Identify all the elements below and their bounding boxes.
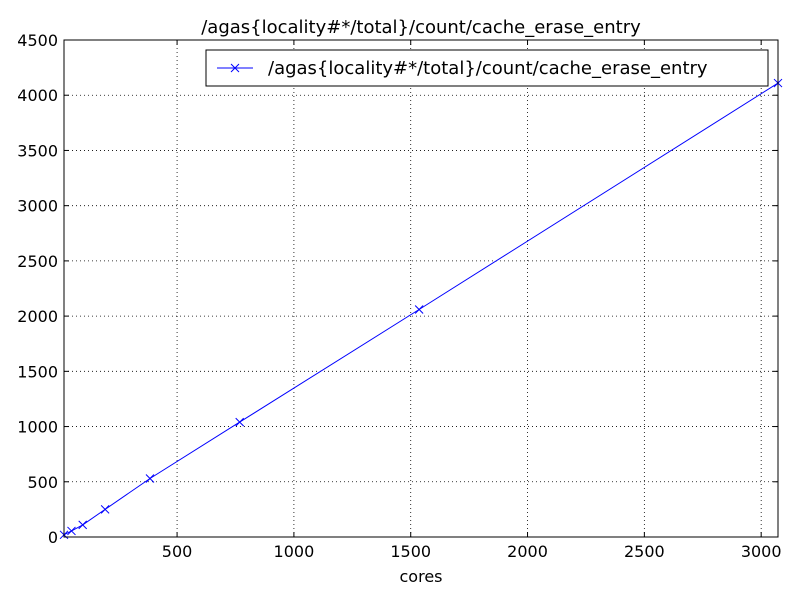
x-tick-label: 2000 xyxy=(507,542,548,561)
plot-frame xyxy=(63,39,779,538)
y-tick-label: 3000 xyxy=(17,197,58,216)
chart-title: /agas{locality#*/total}/count/cache_eras… xyxy=(201,17,641,38)
y-tick-label: 1500 xyxy=(17,362,58,381)
y-tick-label: 4500 xyxy=(17,31,58,50)
x-tick-label: 1500 xyxy=(390,542,431,561)
data-point-marker xyxy=(78,520,88,530)
legend-entry-label: /agas{locality#*/total}/count/cache_eras… xyxy=(268,58,708,79)
series-layer xyxy=(59,78,783,540)
x-tick-label: 500 xyxy=(162,542,193,561)
x-tick-label: 1000 xyxy=(274,542,315,561)
y-tick-label: 3500 xyxy=(17,141,58,160)
data-point-marker xyxy=(67,526,76,536)
x-axis: 500 1000 1500 2000 2500 3000 xyxy=(162,40,782,561)
y-axis: 0 500 1000 1500 2000 2500 3000 3500 4000 4500 xyxy=(17,31,778,547)
y-tick-label: 2500 xyxy=(17,252,58,271)
grid-lines xyxy=(64,40,778,537)
data-point-marker xyxy=(145,474,155,483)
legend-marker-x-icon xyxy=(230,63,240,73)
y-tick-label: 500 xyxy=(27,473,58,492)
y-tick-label: 2000 xyxy=(17,307,58,326)
x-tick-label: 3000 xyxy=(741,542,782,561)
x-axis-label: cores xyxy=(400,567,443,586)
x-tick-label: 2500 xyxy=(624,542,665,561)
series-line xyxy=(63,82,779,536)
legend-box xyxy=(205,49,769,87)
y-tick-label: 4000 xyxy=(17,86,58,105)
y-tick-label: 0 xyxy=(48,528,58,547)
data-point-marker xyxy=(100,505,110,514)
legend: /agas{locality#*/total}/count/cache_eras… xyxy=(205,49,769,87)
data-point-marker xyxy=(414,305,424,314)
y-tick-label: 1000 xyxy=(17,418,58,437)
data-point-marker xyxy=(235,417,245,427)
